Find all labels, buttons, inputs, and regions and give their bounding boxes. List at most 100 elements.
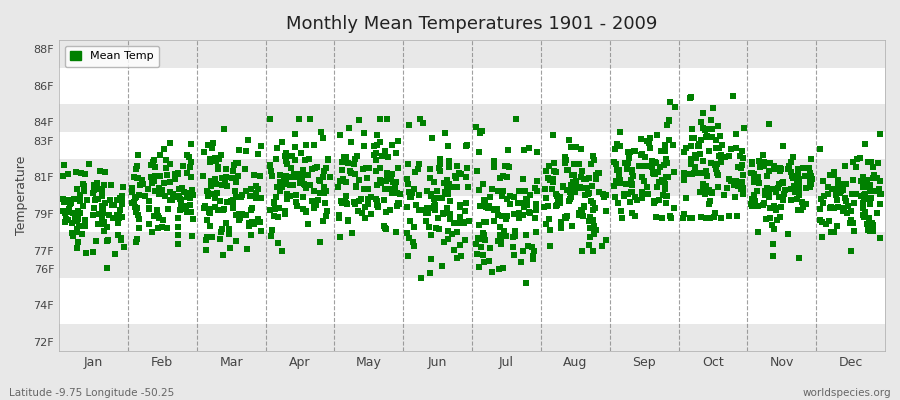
Point [432,165,446,171]
Point [263,116,277,122]
Point [776,196,790,203]
Point [392,200,406,206]
Point [173,207,187,213]
Point [708,162,723,169]
Point [838,163,852,169]
Point [590,176,604,182]
Point [845,190,859,197]
Point [340,160,355,166]
Bar [59,232,885,278]
Point [88,196,103,203]
Point [166,191,180,197]
Point [216,252,230,258]
Point [839,197,853,204]
Point [419,205,434,211]
Point [196,172,211,179]
Point [662,213,677,219]
Point [530,188,544,194]
Point [203,191,218,198]
Point [530,149,544,155]
Point [831,177,845,184]
Point [332,234,347,240]
Point [657,179,671,185]
Point [69,168,84,175]
Point [660,160,674,166]
Point [539,221,554,227]
Point [406,238,420,245]
Point [796,204,810,210]
Point [460,165,474,172]
Point [469,240,483,247]
Point [572,183,587,190]
Point [125,185,140,192]
Point [684,126,698,132]
Point [518,188,533,194]
Point [155,224,169,230]
Point [226,198,240,205]
Point [634,195,649,201]
Point [253,172,267,179]
Point [211,166,225,173]
Point [108,250,122,257]
Point [706,213,721,220]
Point [98,200,112,206]
Point [589,204,603,211]
Point [230,194,244,200]
Point [506,234,520,240]
Point [683,161,698,168]
Point [443,211,457,217]
Point [457,219,472,225]
Point [113,237,128,244]
Point [668,103,682,110]
Point [413,275,428,281]
Point [158,156,173,163]
Point [860,177,874,183]
Point [369,196,383,202]
Point [64,199,78,205]
Point [712,144,726,151]
Point [295,172,310,178]
Point [454,170,468,177]
Point [202,156,217,162]
Point [172,192,186,199]
Point [215,206,230,213]
Point [202,222,217,229]
Point [95,216,110,222]
Point [500,213,514,220]
Point [239,148,254,154]
Point [752,163,767,170]
Point [782,162,796,169]
Point [86,249,100,255]
Point [148,178,162,185]
Point [343,168,357,174]
Point [791,180,806,187]
Point [437,129,452,136]
Point [858,182,872,188]
Point [792,189,806,196]
Point [518,280,533,286]
Point [484,269,499,276]
Point [804,181,818,188]
Point [69,229,84,235]
Point [487,158,501,165]
Point [523,210,537,216]
Point [107,202,122,208]
Point [432,168,446,174]
Point [859,196,873,202]
Point [577,203,591,210]
Point [76,183,91,190]
Point [803,179,817,185]
Point [384,190,399,196]
Point [450,184,464,190]
Point [772,181,787,188]
Point [171,224,185,230]
Point [441,236,455,243]
Point [698,190,712,197]
Point [185,216,200,222]
Point [452,170,466,176]
Point [250,216,265,222]
Point [699,170,714,176]
Point [150,225,165,232]
Point [423,166,437,173]
Point [219,174,233,180]
